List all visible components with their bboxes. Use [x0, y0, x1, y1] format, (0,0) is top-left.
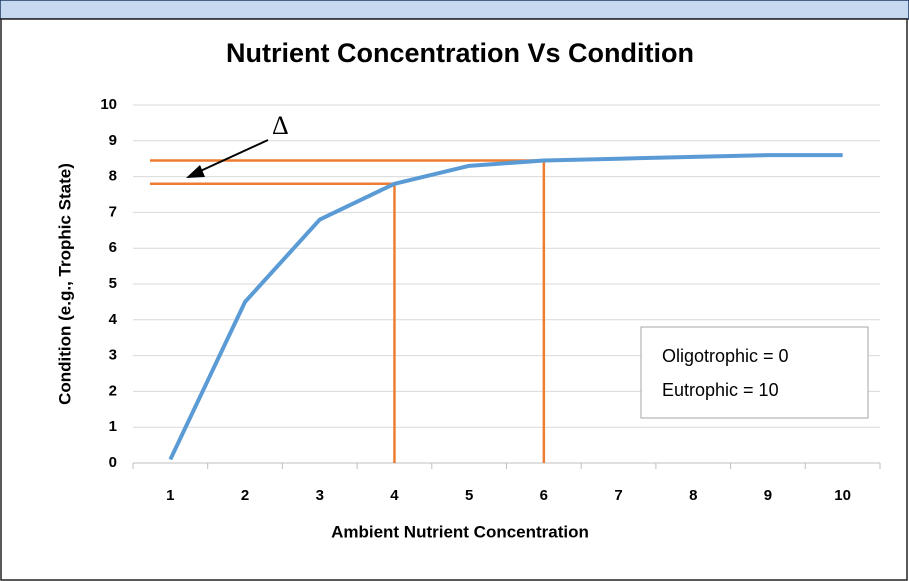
- x-tick-label: 10: [834, 487, 851, 504]
- x-tick-label: 8: [689, 487, 697, 504]
- arrow-shaft: [195, 139, 269, 174]
- x-tick-label: 6: [540, 487, 548, 504]
- y-tick-label: 7: [109, 203, 117, 220]
- x-tick-label: 5: [465, 487, 473, 504]
- x-tick-label: 2: [241, 487, 249, 504]
- y-tick-label: 10: [100, 96, 117, 113]
- frame: [0, 18, 908, 581]
- legend-box-text: Oligotrophic = 0: [662, 346, 789, 366]
- y-tick-label: 1: [109, 418, 117, 435]
- y-tick-label: 9: [109, 132, 117, 149]
- y-tick-label: 0: [109, 454, 117, 471]
- annotation: Δ: [272, 111, 289, 140]
- x-tick-label: 1: [166, 487, 174, 504]
- y-tick-label: 6: [109, 239, 117, 256]
- y-tick-label: 2: [109, 382, 117, 399]
- arrow-head: [186, 165, 205, 178]
- y-tick-label: 8: [109, 168, 117, 185]
- y-tick-label: 4: [109, 311, 118, 328]
- legend-box-text: Eutrophic = 10: [662, 380, 779, 400]
- y-tick-label: 5: [109, 275, 117, 292]
- x-tick-label: 9: [764, 487, 772, 504]
- legend-box: [640, 326, 869, 419]
- data-line: [168, 153, 843, 461]
- top-strip: [0, 0, 909, 20]
- y-axis-label: Condition (e.g., Trophic State): [55, 163, 74, 405]
- y-tick-label: 3: [109, 347, 117, 364]
- chart-title: Nutrient Concentration Vs Condition: [226, 38, 694, 68]
- x-tick-label: 7: [614, 487, 622, 504]
- x-axis-label: Ambient Nutrient Concentration: [331, 522, 589, 541]
- x-tick-label: 3: [316, 487, 324, 504]
- x-tick-label: 4: [390, 487, 399, 504]
